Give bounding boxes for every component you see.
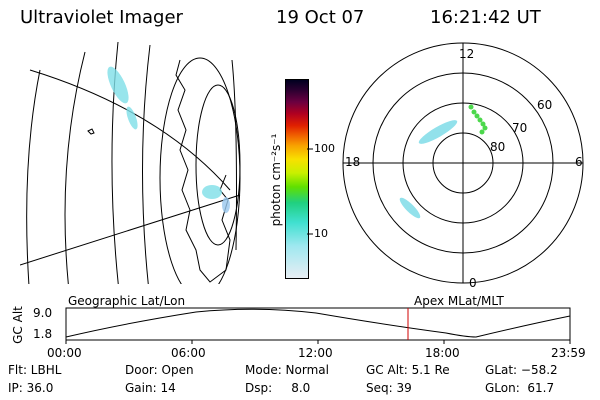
lat-label-60: 60 xyxy=(537,98,553,112)
colorbar-label: photon cm⁻²s⁻¹ xyxy=(269,133,283,227)
colorbar xyxy=(285,79,309,279)
timeline-x-tick-0600: 06:00 xyxy=(171,346,206,360)
timeline-right-label: Apex MLat/MLT xyxy=(414,294,504,308)
timeline-x-tick-1200: 12:00 xyxy=(298,346,333,360)
mode-readout: Mode: Normal xyxy=(245,363,329,377)
timeline-y-title: GC Alt xyxy=(11,306,25,344)
timeline-x-tick-2359: 23:59 xyxy=(551,346,586,360)
glat-readout: GLat: −58.2 xyxy=(485,363,558,377)
seq-readout: Seq: 39 xyxy=(366,381,412,395)
glon-readout: GLon: 61.7 xyxy=(485,381,555,395)
timeline-x-tick-1800: 18:00 xyxy=(425,346,460,360)
polar-plot xyxy=(342,42,584,284)
app-title: Ultraviolet Imager xyxy=(20,7,183,28)
colorbar-ticks xyxy=(307,148,313,235)
mlt-label-12: 12 xyxy=(459,47,475,61)
mlt-label-0: 0 xyxy=(469,276,477,290)
aurora-blob xyxy=(107,66,129,104)
dsp-readout: Dsp: 8.0 xyxy=(245,381,311,395)
filter-readout: Flt: LBHL xyxy=(8,363,62,377)
gc-alt-readout: GC Alt: 5.1 Re xyxy=(366,363,450,377)
timeline-y-tick-max: 9.0 xyxy=(33,306,53,320)
colorbar-tick-10: 10 xyxy=(314,227,328,240)
lat-label-70: 70 xyxy=(512,121,528,135)
timeline-left-label: Geographic Lat/Lon xyxy=(68,294,186,308)
timeline-y-tick-min: 1.8 xyxy=(33,327,53,341)
door-readout: Door: Open xyxy=(125,363,194,377)
timeline-plot xyxy=(65,307,571,344)
colorbar-tick-100: 100 xyxy=(314,142,335,155)
mlt-label-18: 18 xyxy=(345,155,361,169)
ip-readout: IP: 36.0 xyxy=(8,381,54,395)
mlt-label-6: 6 xyxy=(575,155,583,169)
gain-readout: Gain: 14 xyxy=(125,381,176,395)
timeline-x-tick-0000: 00:00 xyxy=(47,346,82,360)
lat-label-80: 80 xyxy=(490,140,506,154)
date-label: 19 Oct 07 xyxy=(276,7,365,28)
geographic-map-panel xyxy=(20,41,241,284)
time-label: 16:21:42 UT xyxy=(430,7,541,28)
